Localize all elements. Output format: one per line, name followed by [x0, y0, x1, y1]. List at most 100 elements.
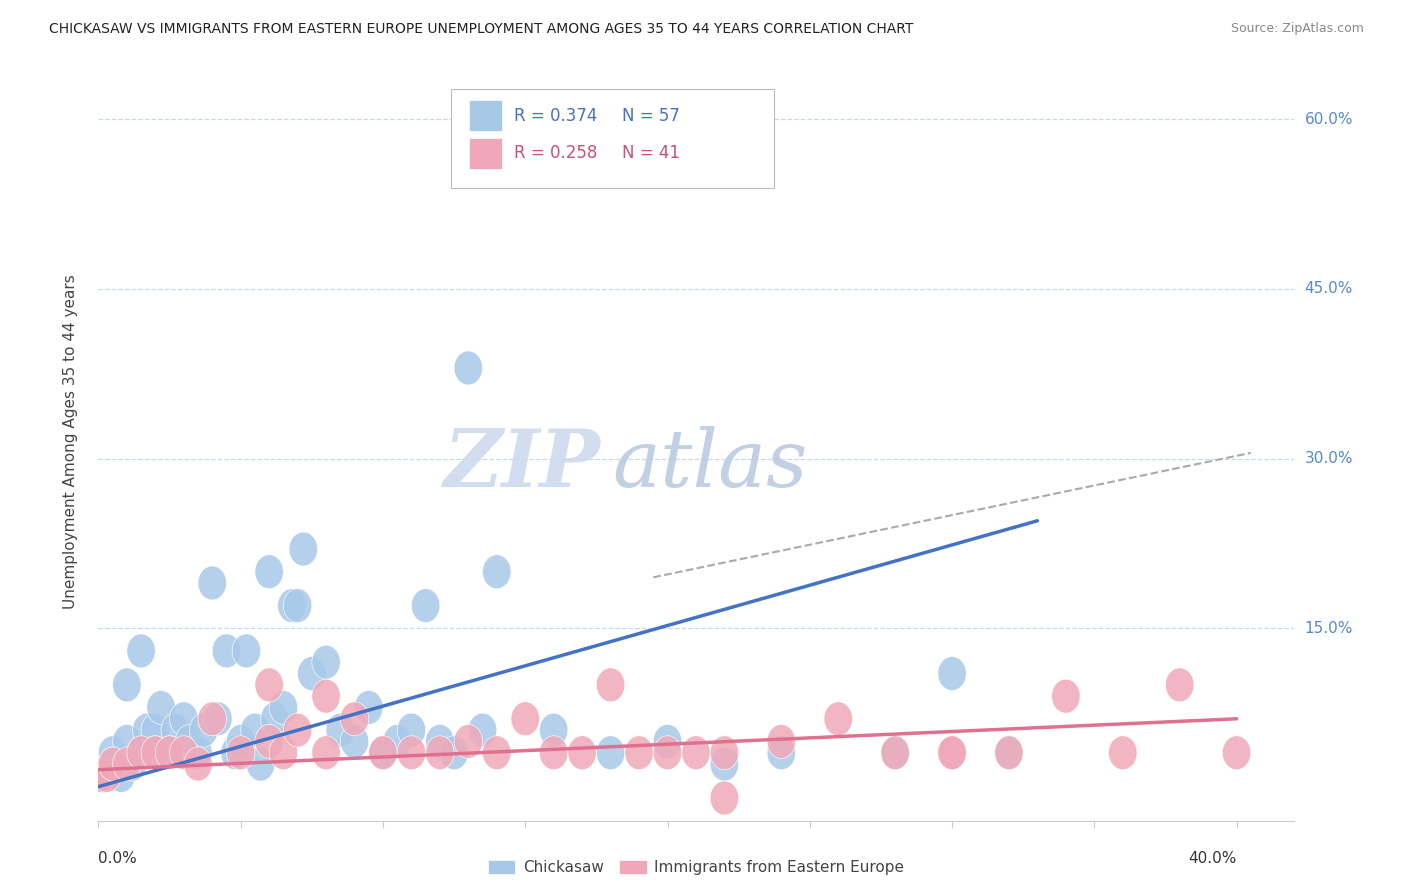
Ellipse shape [155, 736, 184, 770]
Ellipse shape [198, 702, 226, 736]
Text: 0.0%: 0.0% [98, 851, 138, 866]
FancyBboxPatch shape [470, 101, 502, 130]
Ellipse shape [1108, 736, 1137, 770]
Ellipse shape [382, 724, 412, 758]
Ellipse shape [398, 736, 426, 770]
Ellipse shape [284, 589, 312, 623]
Ellipse shape [141, 736, 170, 770]
Ellipse shape [155, 736, 184, 770]
Ellipse shape [624, 736, 654, 770]
Text: 30.0%: 30.0% [1305, 451, 1353, 466]
Ellipse shape [212, 634, 240, 668]
FancyBboxPatch shape [470, 138, 502, 169]
Ellipse shape [368, 736, 398, 770]
Ellipse shape [127, 634, 155, 668]
Ellipse shape [654, 724, 682, 758]
Ellipse shape [882, 736, 910, 770]
Ellipse shape [412, 589, 440, 623]
Ellipse shape [269, 736, 298, 770]
Text: CHICKASAW VS IMMIGRANTS FROM EASTERN EUROPE UNEMPLOYMENT AMONG AGES 35 TO 44 YEA: CHICKASAW VS IMMIGRANTS FROM EASTERN EUR… [49, 22, 914, 37]
Ellipse shape [93, 758, 121, 792]
Ellipse shape [354, 690, 382, 724]
Ellipse shape [141, 736, 170, 770]
Text: Source: ZipAtlas.com: Source: ZipAtlas.com [1230, 22, 1364, 36]
Ellipse shape [254, 724, 284, 758]
Ellipse shape [146, 690, 176, 724]
Ellipse shape [98, 747, 127, 781]
Ellipse shape [87, 758, 115, 792]
Ellipse shape [312, 679, 340, 713]
Ellipse shape [127, 736, 155, 770]
Ellipse shape [340, 702, 368, 736]
Ellipse shape [127, 736, 155, 770]
Ellipse shape [426, 724, 454, 758]
Ellipse shape [112, 747, 141, 781]
Ellipse shape [398, 713, 426, 747]
Ellipse shape [221, 736, 249, 770]
Ellipse shape [710, 736, 738, 770]
Ellipse shape [454, 351, 482, 385]
Ellipse shape [340, 724, 368, 758]
Ellipse shape [482, 555, 510, 589]
Ellipse shape [468, 713, 496, 747]
Ellipse shape [260, 702, 290, 736]
Ellipse shape [204, 702, 232, 736]
Ellipse shape [312, 736, 340, 770]
Ellipse shape [368, 736, 398, 770]
Ellipse shape [510, 702, 540, 736]
Ellipse shape [824, 702, 852, 736]
Ellipse shape [1166, 668, 1194, 702]
Text: atlas: atlas [613, 425, 807, 503]
Ellipse shape [226, 736, 254, 770]
Ellipse shape [90, 758, 118, 792]
Ellipse shape [426, 736, 454, 770]
Ellipse shape [482, 736, 510, 770]
Ellipse shape [995, 736, 1024, 770]
Text: N = 41: N = 41 [621, 145, 681, 162]
Ellipse shape [440, 736, 468, 770]
Ellipse shape [768, 736, 796, 770]
Ellipse shape [112, 668, 141, 702]
Ellipse shape [132, 713, 162, 747]
Ellipse shape [938, 736, 966, 770]
Ellipse shape [298, 657, 326, 690]
FancyBboxPatch shape [451, 89, 773, 187]
Ellipse shape [269, 690, 298, 724]
Ellipse shape [540, 736, 568, 770]
Ellipse shape [184, 736, 212, 770]
Ellipse shape [710, 747, 738, 781]
Ellipse shape [138, 736, 167, 770]
Ellipse shape [278, 589, 307, 623]
Ellipse shape [198, 566, 226, 600]
Ellipse shape [882, 736, 910, 770]
Text: N = 57: N = 57 [621, 106, 679, 125]
Ellipse shape [326, 713, 354, 747]
Ellipse shape [682, 736, 710, 770]
Ellipse shape [1222, 736, 1251, 770]
Ellipse shape [98, 747, 127, 781]
Ellipse shape [141, 713, 170, 747]
Ellipse shape [654, 736, 682, 770]
Legend: Chickasaw, Immigrants from Eastern Europe: Chickasaw, Immigrants from Eastern Europ… [482, 854, 910, 881]
Ellipse shape [938, 736, 966, 770]
Ellipse shape [540, 713, 568, 747]
Ellipse shape [184, 747, 212, 781]
Ellipse shape [1052, 679, 1080, 713]
Ellipse shape [155, 736, 184, 770]
Ellipse shape [995, 736, 1024, 770]
Text: 45.0%: 45.0% [1305, 281, 1353, 296]
Text: 40.0%: 40.0% [1188, 851, 1237, 866]
Ellipse shape [112, 724, 141, 758]
Y-axis label: Unemployment Among Ages 35 to 44 years: Unemployment Among Ages 35 to 44 years [63, 274, 77, 609]
Ellipse shape [176, 724, 204, 758]
Ellipse shape [290, 532, 318, 566]
Ellipse shape [254, 555, 284, 589]
Ellipse shape [240, 713, 269, 747]
Text: R = 0.374: R = 0.374 [515, 106, 598, 125]
Ellipse shape [162, 713, 190, 747]
Ellipse shape [596, 668, 624, 702]
Ellipse shape [246, 747, 274, 781]
Text: 60.0%: 60.0% [1305, 112, 1353, 127]
Ellipse shape [710, 781, 738, 815]
Ellipse shape [312, 645, 340, 679]
